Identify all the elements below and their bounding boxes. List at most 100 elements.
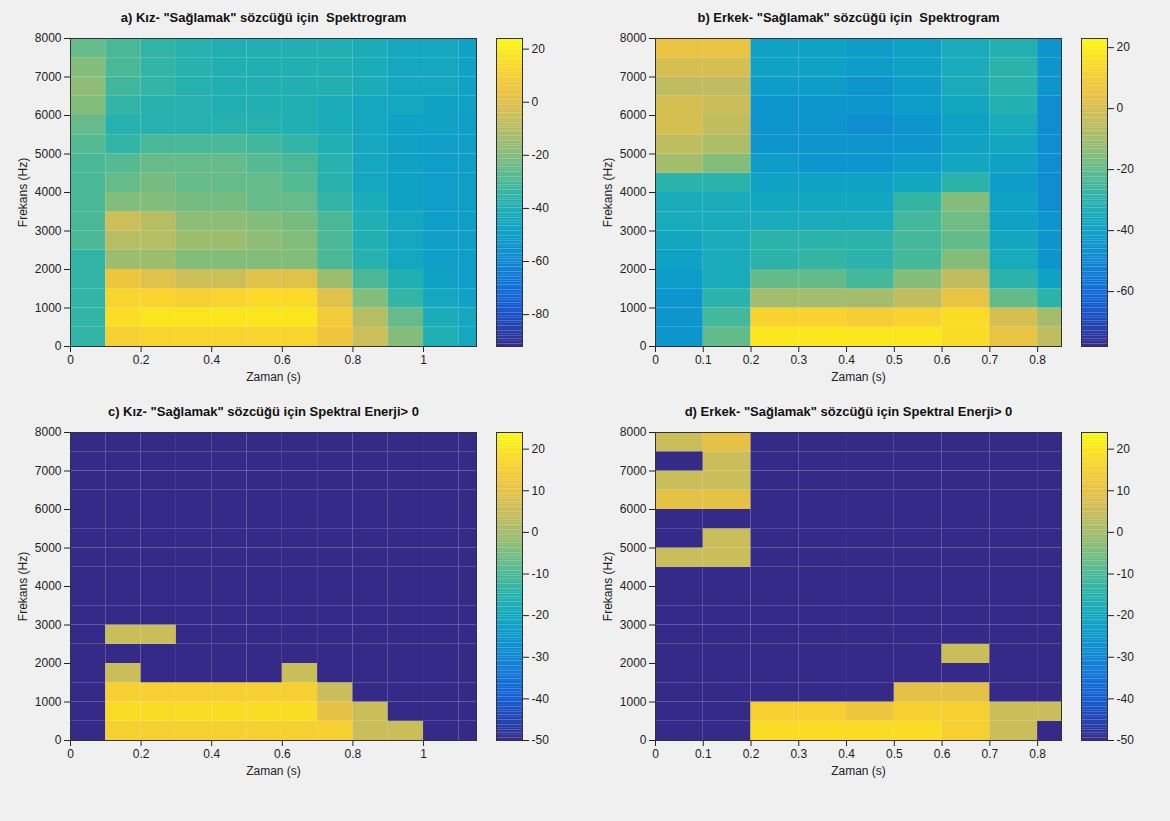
svg-text:0.5: 0.5 <box>886 353 903 367</box>
svg-text:2000: 2000 <box>35 656 62 670</box>
svg-text:7000: 7000 <box>35 464 62 478</box>
svg-text:0.7: 0.7 <box>982 747 999 761</box>
svg-text:20: 20 <box>1117 40 1131 54</box>
svg-text:Zaman (s): Zaman (s) <box>831 370 886 384</box>
svg-text:0.3: 0.3 <box>790 747 807 761</box>
svg-text:6000: 6000 <box>620 108 647 122</box>
svg-text:1000: 1000 <box>620 695 647 709</box>
svg-text:Frekans (Hz): Frekans (Hz) <box>601 158 615 227</box>
svg-text:-20: -20 <box>532 608 550 622</box>
svg-text:0: 0 <box>652 353 659 367</box>
svg-text:20: 20 <box>1117 442 1131 456</box>
svg-text:7000: 7000 <box>620 464 647 478</box>
svg-text:0.6: 0.6 <box>934 747 951 761</box>
svg-text:-40: -40 <box>532 201 550 215</box>
svg-text:10: 10 <box>532 484 546 498</box>
svg-text:-40: -40 <box>1117 223 1135 237</box>
svg-text:-60: -60 <box>1117 284 1135 298</box>
svg-text:1: 1 <box>420 353 427 367</box>
svg-text:-60: -60 <box>532 254 550 268</box>
svg-text:0: 0 <box>640 339 647 353</box>
svg-text:0: 0 <box>55 733 62 747</box>
svg-text:1: 1 <box>420 747 427 761</box>
svg-text:0: 0 <box>532 95 539 109</box>
svg-text:6000: 6000 <box>35 108 62 122</box>
svg-text:5000: 5000 <box>620 541 647 555</box>
svg-text:5000: 5000 <box>35 541 62 555</box>
svg-text:-10: -10 <box>1117 567 1135 581</box>
svg-text:0.1: 0.1 <box>695 353 712 367</box>
svg-text:-30: -30 <box>532 650 550 664</box>
svg-text:8000: 8000 <box>620 31 647 45</box>
svg-text:-40: -40 <box>1117 692 1135 706</box>
svg-text:Zaman (s): Zaman (s) <box>831 764 886 778</box>
svg-text:0.8: 0.8 <box>1029 353 1046 367</box>
svg-text:7000: 7000 <box>620 70 647 84</box>
svg-text:0.7: 0.7 <box>982 353 999 367</box>
svg-text:0.4: 0.4 <box>838 747 855 761</box>
svg-text:0.8: 0.8 <box>1029 747 1046 761</box>
svg-text:0.8: 0.8 <box>345 353 362 367</box>
svg-text:-10: -10 <box>532 567 550 581</box>
svg-text:0.2: 0.2 <box>133 353 150 367</box>
svg-text:-50: -50 <box>1117 733 1135 747</box>
svg-text:5000: 5000 <box>620 147 647 161</box>
svg-text:-40: -40 <box>532 692 550 706</box>
svg-text:0.6: 0.6 <box>274 353 291 367</box>
svg-text:1000: 1000 <box>35 301 62 315</box>
svg-text:3000: 3000 <box>620 618 647 632</box>
svg-text:4000: 4000 <box>35 185 62 199</box>
svg-text:0.6: 0.6 <box>274 747 291 761</box>
svg-text:0: 0 <box>1117 525 1124 539</box>
svg-text:4000: 4000 <box>620 579 647 593</box>
svg-text:Frekans (Hz): Frekans (Hz) <box>16 552 30 621</box>
svg-text:20: 20 <box>532 42 546 56</box>
svg-text:3000: 3000 <box>35 224 62 238</box>
svg-text:7000: 7000 <box>35 70 62 84</box>
svg-text:0.8: 0.8 <box>345 747 362 761</box>
svg-text:-20: -20 <box>532 148 550 162</box>
svg-text:2000: 2000 <box>620 262 647 276</box>
svg-text:0: 0 <box>67 353 74 367</box>
svg-text:-50: -50 <box>532 733 550 747</box>
svg-text:1000: 1000 <box>35 695 62 709</box>
svg-text:4000: 4000 <box>35 579 62 593</box>
svg-text:8000: 8000 <box>35 425 62 439</box>
svg-text:0.2: 0.2 <box>743 353 760 367</box>
svg-text:0.4: 0.4 <box>203 353 220 367</box>
svg-text:0.4: 0.4 <box>838 353 855 367</box>
svg-text:Frekans (Hz): Frekans (Hz) <box>16 158 30 227</box>
svg-text:8000: 8000 <box>35 31 62 45</box>
svg-text:0.5: 0.5 <box>886 747 903 761</box>
svg-text:0.4: 0.4 <box>203 747 220 761</box>
svg-text:4000: 4000 <box>620 185 647 199</box>
svg-text:-30: -30 <box>1117 650 1135 664</box>
svg-text:0: 0 <box>640 733 647 747</box>
svg-text:3000: 3000 <box>35 618 62 632</box>
svg-text:0: 0 <box>652 747 659 761</box>
svg-text:0.6: 0.6 <box>934 353 951 367</box>
svg-text:8000: 8000 <box>620 425 647 439</box>
svg-text:Zaman (s): Zaman (s) <box>246 764 301 778</box>
svg-text:Zaman (s): Zaman (s) <box>246 370 301 384</box>
svg-text:3000: 3000 <box>620 224 647 238</box>
svg-text:-20: -20 <box>1117 608 1135 622</box>
svg-text:-20: -20 <box>1117 162 1135 176</box>
svg-text:2000: 2000 <box>35 262 62 276</box>
svg-text:6000: 6000 <box>620 502 647 516</box>
svg-text:2000: 2000 <box>620 656 647 670</box>
svg-text:0.1: 0.1 <box>695 747 712 761</box>
svg-text:0.2: 0.2 <box>133 747 150 761</box>
svg-text:0: 0 <box>1117 101 1124 115</box>
svg-text:0.2: 0.2 <box>743 747 760 761</box>
svg-text:0: 0 <box>55 339 62 353</box>
svg-text:10: 10 <box>1117 484 1131 498</box>
svg-text:Frekans (Hz): Frekans (Hz) <box>601 552 615 621</box>
svg-text:0.3: 0.3 <box>790 353 807 367</box>
svg-text:20: 20 <box>532 442 546 456</box>
svg-text:0: 0 <box>67 747 74 761</box>
svg-text:1000: 1000 <box>620 301 647 315</box>
svg-text:0: 0 <box>532 525 539 539</box>
svg-text:-80: -80 <box>532 307 550 321</box>
svg-text:5000: 5000 <box>35 147 62 161</box>
